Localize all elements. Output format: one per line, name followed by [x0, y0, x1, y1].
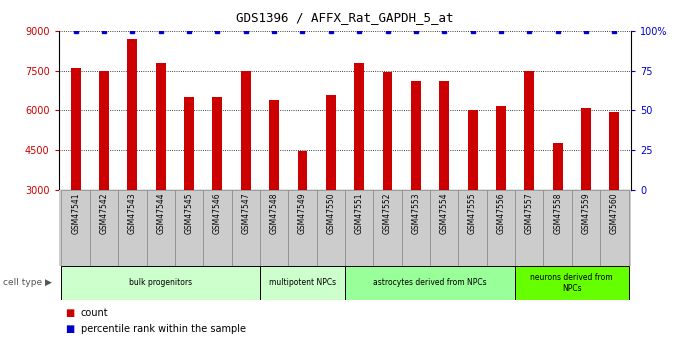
- Text: astrocytes derived from NPCs: astrocytes derived from NPCs: [373, 278, 487, 287]
- Bar: [99, 71, 109, 190]
- Text: percentile rank within the sample: percentile rank within the sample: [81, 324, 246, 334]
- Bar: [345, 190, 373, 266]
- Bar: [175, 190, 204, 266]
- Bar: [486, 190, 515, 266]
- Bar: [204, 190, 232, 266]
- Bar: [345, 266, 515, 300]
- Text: GSM47549: GSM47549: [298, 193, 307, 234]
- Bar: [288, 190, 317, 266]
- Text: multipotent NPCs: multipotent NPCs: [269, 278, 336, 287]
- Bar: [70, 68, 81, 190]
- Bar: [411, 81, 421, 190]
- Bar: [515, 266, 629, 300]
- Text: GDS1396 / AFFX_Rat_GAPDH_5_at: GDS1396 / AFFX_Rat_GAPDH_5_at: [236, 11, 454, 24]
- Bar: [440, 81, 449, 190]
- Bar: [260, 190, 288, 266]
- Bar: [59, 190, 631, 266]
- Bar: [354, 63, 364, 190]
- Bar: [458, 190, 486, 266]
- Bar: [496, 106, 506, 190]
- Bar: [128, 39, 137, 190]
- Text: GSM47543: GSM47543: [128, 193, 137, 234]
- Text: bulk progenitors: bulk progenitors: [129, 278, 193, 287]
- Bar: [184, 97, 194, 190]
- Text: GSM47546: GSM47546: [213, 193, 222, 234]
- Text: ■: ■: [66, 324, 75, 334]
- Text: neurons derived from
NPCs: neurons derived from NPCs: [531, 273, 613, 293]
- Bar: [553, 144, 562, 190]
- Text: cell type ▶: cell type ▶: [3, 278, 52, 287]
- Bar: [581, 108, 591, 190]
- Bar: [430, 190, 458, 266]
- Text: GSM47554: GSM47554: [440, 193, 449, 234]
- Text: GSM47552: GSM47552: [383, 193, 392, 234]
- Text: GSM47555: GSM47555: [468, 193, 477, 234]
- Text: GSM47550: GSM47550: [326, 193, 335, 234]
- Bar: [317, 190, 345, 266]
- Bar: [544, 190, 572, 266]
- Text: ■: ■: [66, 308, 75, 318]
- Bar: [61, 266, 260, 300]
- Bar: [326, 95, 336, 190]
- Bar: [609, 112, 620, 190]
- Text: GSM47545: GSM47545: [184, 193, 194, 234]
- Bar: [61, 190, 90, 266]
- Text: GSM47547: GSM47547: [241, 193, 250, 234]
- Text: GSM47551: GSM47551: [355, 193, 364, 234]
- Text: GSM47553: GSM47553: [411, 193, 420, 234]
- Text: count: count: [81, 308, 108, 318]
- Text: GSM47556: GSM47556: [496, 193, 506, 234]
- Bar: [515, 190, 544, 266]
- Bar: [90, 190, 118, 266]
- Bar: [146, 190, 175, 266]
- Bar: [297, 151, 308, 190]
- Bar: [232, 190, 260, 266]
- Text: GSM47560: GSM47560: [610, 193, 619, 234]
- Bar: [468, 110, 477, 190]
- Bar: [213, 97, 222, 190]
- Bar: [382, 72, 393, 190]
- Bar: [572, 190, 600, 266]
- Text: GSM47558: GSM47558: [553, 193, 562, 234]
- Bar: [373, 190, 402, 266]
- Bar: [156, 63, 166, 190]
- Text: GSM47544: GSM47544: [156, 193, 165, 234]
- Bar: [118, 190, 146, 266]
- Bar: [241, 71, 250, 190]
- Text: GSM47542: GSM47542: [99, 193, 108, 234]
- Bar: [524, 71, 534, 190]
- Text: GSM47541: GSM47541: [71, 193, 80, 234]
- Bar: [600, 190, 629, 266]
- Bar: [269, 100, 279, 190]
- Text: GSM47559: GSM47559: [582, 193, 591, 234]
- Text: GSM47548: GSM47548: [270, 193, 279, 234]
- Bar: [402, 190, 430, 266]
- Text: GSM47557: GSM47557: [525, 193, 534, 234]
- Bar: [260, 266, 345, 300]
